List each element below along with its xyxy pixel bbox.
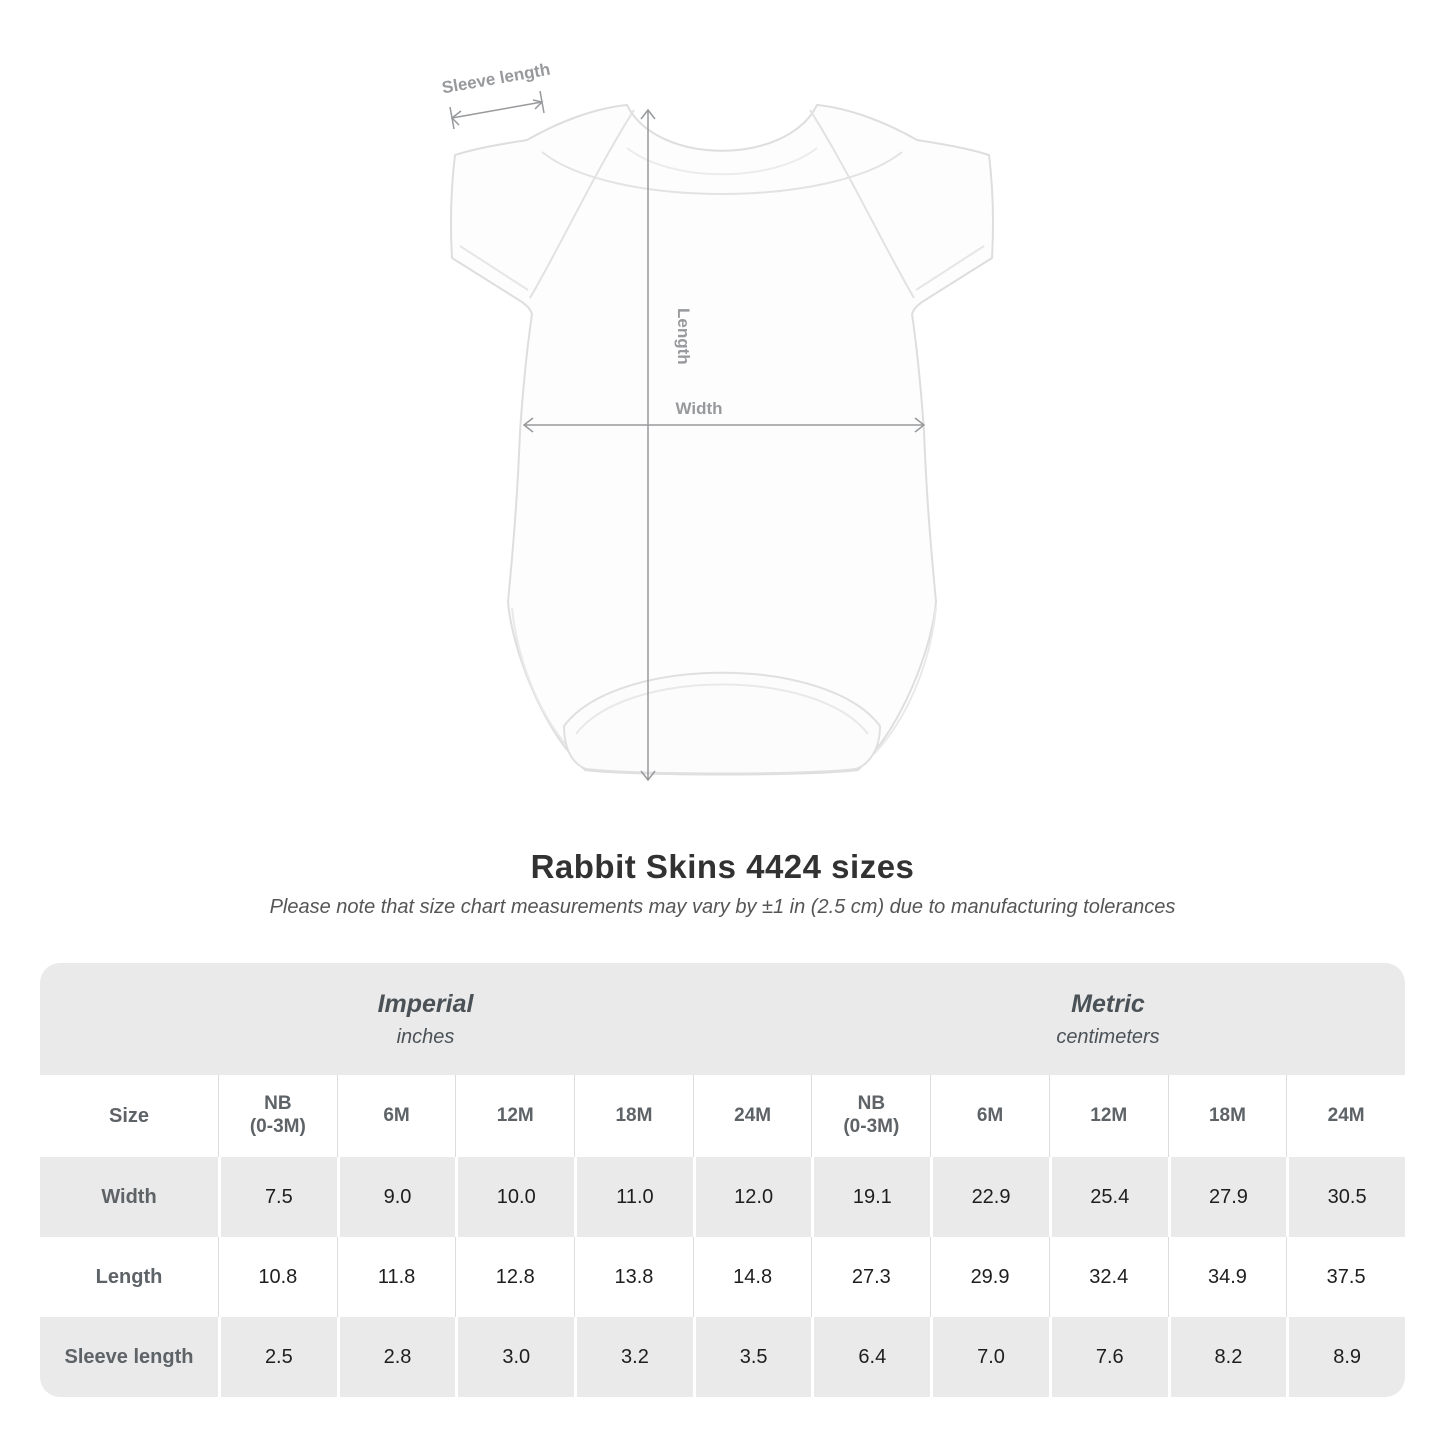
size-table: Imperial inches Metric centimeters Size … [40, 963, 1405, 1397]
column-header-18m-imperial: 18M [574, 1075, 693, 1157]
table-cell: 22.9 [930, 1157, 1049, 1237]
column-header-12m-imperial: 12M [455, 1075, 574, 1157]
sleeve-length-arrow [449, 90, 545, 130]
bodysuit-outline [450, 104, 994, 776]
row-label-cell: Sleeve length [64, 1346, 194, 1368]
row-label-cell: Length [95, 1266, 163, 1288]
column-header-24m-metric: 24M [1286, 1075, 1405, 1157]
width-arrow [522, 417, 926, 433]
table-cell: 12.0 [692, 1157, 812, 1237]
bodysuit-illustration: Sleeve length Length Width [412, 48, 1032, 808]
table-cell: 13.8 [574, 1237, 693, 1317]
table-cell: 11.8 [336, 1237, 456, 1317]
metric-unit: centimeters [1056, 1025, 1160, 1048]
column-header-row: Size NB (0-3M) 6M 12M 18M 24M NB (0-3M) [40, 1075, 1405, 1157]
size-header-cell: Size [40, 1075, 218, 1157]
table-row-sleeve-length: Sleeve length 2.5 2.8 3.0 3.2 3.5 6.4 7.… [40, 1317, 1405, 1397]
table-row-width: Width 7.5 9.0 10.0 11.0 12.0 19.1 22.9 2… [40, 1157, 1405, 1237]
table-cell: 27.3 [811, 1237, 930, 1317]
table-cell: 3.0 [455, 1317, 574, 1397]
table-cell: 7.5 [218, 1157, 337, 1237]
column-header-nb-metric: NB (0-3M) [811, 1075, 930, 1157]
length-label: Length [674, 308, 693, 365]
unit-group-band: Imperial inches Metric centimeters [40, 963, 1405, 1075]
table-cell: 7.6 [1048, 1317, 1168, 1397]
table-cell: 10.0 [455, 1157, 574, 1237]
page-title: Rabbit Skins 4424 sizes [530, 848, 915, 885]
column-header-18m-metric: 18M [1167, 1075, 1287, 1157]
table-cell: 19.1 [811, 1157, 930, 1237]
table-cell: 3.2 [574, 1317, 693, 1397]
imperial-unit: inches [396, 1025, 455, 1048]
imperial-group-header: Imperial inches [40, 963, 811, 1075]
imperial-label: Imperial [377, 989, 474, 1018]
column-header-12m-metric: 12M [1048, 1075, 1168, 1157]
table-cell: 25.4 [1048, 1157, 1168, 1237]
table-cell: 14.8 [692, 1237, 812, 1317]
table-cell: 6.4 [811, 1317, 930, 1397]
metric-group-header: Metric centimeters [811, 963, 1405, 1075]
table-cell: 10.8 [218, 1237, 337, 1317]
table-cell: 2.5 [218, 1317, 337, 1397]
metric-label: Metric [1071, 989, 1145, 1018]
table-cell: 37.5 [1286, 1237, 1405, 1317]
tolerance-note: Please note that size chart measurements… [269, 896, 1176, 918]
sleeve-length-label: Sleeve length [440, 60, 551, 98]
table-cell: 9.0 [336, 1157, 456, 1237]
table-cell: 11.0 [574, 1157, 693, 1237]
table-cell: 29.9 [930, 1237, 1049, 1317]
table-cell: 8.2 [1167, 1317, 1287, 1397]
table-row-length: Length 10.8 11.8 12.8 13.8 14.8 27.3 29.… [40, 1237, 1405, 1317]
column-header-24m-imperial: 24M [692, 1075, 812, 1157]
size-header-label: Size [108, 1105, 150, 1127]
width-label: Width [675, 399, 722, 418]
table-cell: 3.5 [692, 1317, 812, 1397]
column-header-6m-metric: 6M [930, 1075, 1049, 1157]
column-header-6m-imperial: 6M [336, 1075, 456, 1157]
row-label-cell: Width [101, 1186, 157, 1208]
bodysuit-svg: Sleeve length Length Width [440, 60, 994, 782]
table-cell: 30.5 [1286, 1157, 1405, 1237]
table-cell: 32.4 [1048, 1237, 1168, 1317]
column-header-nb-imperial: NB (0-3M) [218, 1075, 337, 1157]
table-cell: 34.9 [1167, 1237, 1287, 1317]
table-cell: 27.9 [1167, 1157, 1287, 1237]
table-cell: 8.9 [1286, 1317, 1405, 1397]
table-cell: 2.8 [336, 1317, 456, 1397]
table-cell: 7.0 [930, 1317, 1049, 1397]
table-cell: 12.8 [455, 1237, 574, 1317]
length-arrow [640, 108, 656, 782]
